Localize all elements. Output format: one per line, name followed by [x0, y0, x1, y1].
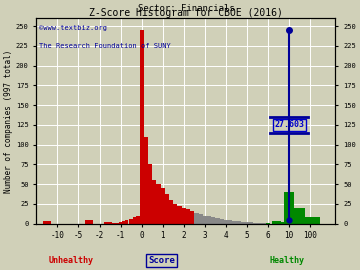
- Bar: [294, 208, 305, 224]
- Bar: [116, 223, 119, 224]
- Bar: [186, 209, 190, 224]
- Bar: [122, 221, 125, 224]
- Bar: [240, 222, 245, 224]
- Title: Z-Score Histogram for CBOE (2016): Z-Score Histogram for CBOE (2016): [89, 8, 283, 18]
- Bar: [232, 221, 237, 224]
- Bar: [156, 184, 161, 224]
- Bar: [190, 211, 194, 224]
- Text: 27.603: 27.603: [274, 120, 304, 129]
- Bar: [144, 137, 148, 224]
- Bar: [112, 223, 116, 224]
- Bar: [262, 223, 266, 224]
- Bar: [281, 222, 285, 224]
- Bar: [182, 208, 186, 224]
- Bar: [169, 200, 173, 224]
- Bar: [140, 30, 144, 224]
- Bar: [42, 221, 51, 224]
- Bar: [194, 212, 198, 224]
- Bar: [284, 192, 294, 224]
- Bar: [125, 220, 129, 224]
- Bar: [133, 217, 138, 224]
- Text: Sector: Financials: Sector: Financials: [138, 4, 234, 13]
- Bar: [119, 222, 122, 224]
- Bar: [104, 222, 108, 224]
- Bar: [136, 216, 141, 224]
- Bar: [129, 219, 133, 224]
- Bar: [228, 220, 232, 224]
- Bar: [198, 214, 203, 224]
- Bar: [266, 223, 270, 224]
- Bar: [220, 219, 224, 224]
- Bar: [215, 218, 220, 224]
- Bar: [257, 223, 262, 224]
- Bar: [148, 164, 152, 224]
- Bar: [249, 222, 253, 224]
- Text: Healthy: Healthy: [270, 256, 305, 265]
- Bar: [253, 223, 257, 224]
- Bar: [224, 220, 228, 224]
- Y-axis label: Number of companies (997 total): Number of companies (997 total): [4, 49, 13, 193]
- Bar: [173, 204, 177, 224]
- Text: ©www.textbiz.org: ©www.textbiz.org: [39, 25, 107, 31]
- Bar: [85, 220, 93, 224]
- Bar: [245, 222, 249, 224]
- Bar: [285, 223, 289, 224]
- Bar: [161, 188, 165, 224]
- Text: Score: Score: [149, 256, 175, 265]
- Bar: [272, 221, 276, 224]
- Bar: [108, 222, 112, 224]
- Bar: [203, 216, 207, 224]
- Bar: [237, 221, 240, 224]
- Bar: [177, 206, 182, 224]
- Bar: [211, 217, 215, 224]
- Bar: [152, 180, 156, 224]
- Text: The Research Foundation of SUNY: The Research Foundation of SUNY: [39, 43, 171, 49]
- Bar: [301, 217, 320, 224]
- Bar: [207, 217, 211, 224]
- Bar: [276, 221, 281, 224]
- Text: Unhealthy: Unhealthy: [48, 256, 93, 265]
- Bar: [165, 194, 169, 224]
